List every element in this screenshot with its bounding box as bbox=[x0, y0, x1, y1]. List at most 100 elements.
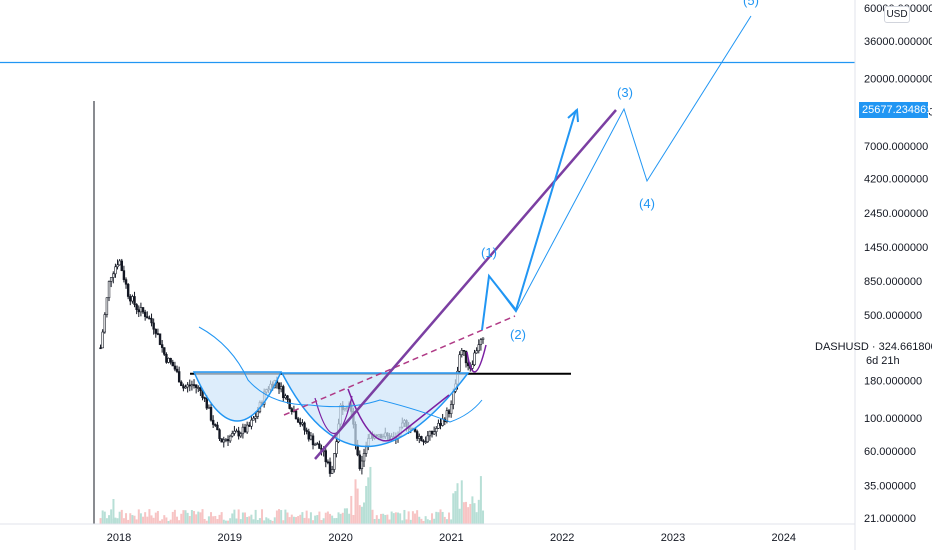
candle-body bbox=[116, 264, 119, 268]
price-tick-label: 100.000000 bbox=[864, 413, 922, 425]
volume-bar bbox=[133, 515, 136, 524]
volume-bar bbox=[235, 518, 238, 524]
currency-button[interactable]: USD bbox=[884, 6, 910, 23]
candle-body bbox=[241, 426, 245, 435]
price-tick-label: 20000.000000 bbox=[864, 74, 932, 86]
volume-bar bbox=[350, 495, 353, 524]
candle-body bbox=[156, 333, 160, 335]
volume-bar bbox=[346, 508, 349, 524]
candle-body bbox=[186, 384, 189, 388]
volume-bar bbox=[297, 516, 300, 524]
volume-bar bbox=[452, 493, 455, 524]
volume-bar bbox=[403, 509, 406, 524]
candle-body bbox=[335, 441, 338, 454]
candle-body bbox=[328, 461, 332, 474]
volume-bar bbox=[441, 511, 444, 524]
volume-bar bbox=[261, 509, 264, 524]
volume-bar bbox=[210, 512, 213, 524]
volume-bar bbox=[176, 516, 179, 524]
volume-bar bbox=[369, 466, 372, 524]
volume-bar bbox=[397, 512, 400, 524]
volume-bar bbox=[324, 512, 327, 524]
candle-body bbox=[192, 384, 196, 386]
candle-body bbox=[284, 395, 287, 399]
volume-bar bbox=[101, 510, 104, 524]
candle-body bbox=[199, 387, 202, 391]
wave-label: (5) bbox=[743, 0, 759, 8]
volume-bar bbox=[178, 520, 181, 524]
candle-body bbox=[137, 309, 140, 313]
volume-bar bbox=[384, 514, 387, 524]
candle-body bbox=[101, 331, 104, 349]
volume-bar bbox=[99, 518, 102, 524]
horizontal-line-price-label: 25677.234861 bbox=[859, 102, 932, 118]
volume-bar bbox=[424, 516, 427, 524]
candle-body bbox=[445, 410, 449, 422]
arrowhead bbox=[567, 107, 579, 123]
drawings[interactable]: (1) (2) (3) (4) (5) bbox=[0, 0, 855, 524]
volume-bar bbox=[465, 501, 468, 524]
volume-bar bbox=[320, 519, 323, 524]
volume-bar bbox=[365, 485, 368, 524]
candle-body bbox=[309, 435, 313, 440]
candle-body bbox=[250, 419, 253, 427]
volume-bar bbox=[373, 519, 376, 524]
volume-bar bbox=[233, 509, 236, 524]
time-tick-label: 2022 bbox=[550, 532, 574, 544]
candle-body bbox=[233, 430, 236, 434]
time-tick-label: 2023 bbox=[661, 532, 685, 544]
volume-bar bbox=[263, 520, 266, 524]
candle-body bbox=[122, 270, 126, 280]
wave-label: (3) bbox=[617, 85, 633, 100]
volume-bar bbox=[269, 519, 272, 524]
candle-body bbox=[222, 439, 225, 443]
volume-bar bbox=[173, 509, 176, 524]
volume-bar bbox=[437, 512, 440, 524]
volume-bar bbox=[110, 509, 113, 524]
volume-bar bbox=[392, 513, 395, 524]
candle-body bbox=[422, 440, 425, 443]
candle-body bbox=[330, 469, 334, 474]
volume-bar bbox=[169, 519, 172, 524]
volume-bar bbox=[433, 518, 436, 524]
volume-bar bbox=[250, 514, 253, 524]
volume-bar bbox=[129, 513, 132, 524]
candle-body bbox=[307, 431, 310, 440]
volume-bar bbox=[454, 491, 457, 524]
volume-bar bbox=[161, 519, 164, 524]
elliott-wave-path bbox=[488, 15, 752, 313]
volume-bar bbox=[205, 520, 208, 524]
purple-handle-arc bbox=[466, 344, 487, 373]
candle-body bbox=[471, 364, 474, 369]
candle-body bbox=[120, 260, 123, 271]
volume-bar bbox=[182, 510, 185, 524]
candle-body bbox=[216, 424, 219, 431]
volume-bar bbox=[216, 519, 219, 524]
candle-body bbox=[424, 441, 427, 444]
candle-body bbox=[190, 384, 194, 387]
volume-bar bbox=[201, 509, 204, 524]
candle-body bbox=[418, 436, 421, 439]
volume-bar bbox=[435, 511, 438, 524]
candle-body bbox=[150, 318, 153, 324]
volume-bar bbox=[479, 476, 482, 524]
volume-bar bbox=[220, 512, 223, 524]
candle-body bbox=[228, 435, 232, 442]
volume-bar bbox=[254, 509, 257, 524]
volume-bar bbox=[197, 511, 200, 524]
volume-bar bbox=[292, 516, 295, 524]
volume-bar bbox=[343, 508, 346, 524]
volume-bar bbox=[224, 520, 227, 524]
candle-body bbox=[231, 433, 234, 437]
volume-bar bbox=[360, 506, 363, 524]
volume-bar bbox=[448, 512, 451, 524]
volume-bar bbox=[399, 513, 402, 524]
volume-bar bbox=[271, 520, 274, 524]
volume-bar bbox=[246, 516, 249, 524]
volume-bar bbox=[482, 510, 485, 524]
candle-body bbox=[248, 424, 251, 427]
candle-body bbox=[458, 354, 461, 372]
candlesticks bbox=[99, 258, 485, 477]
